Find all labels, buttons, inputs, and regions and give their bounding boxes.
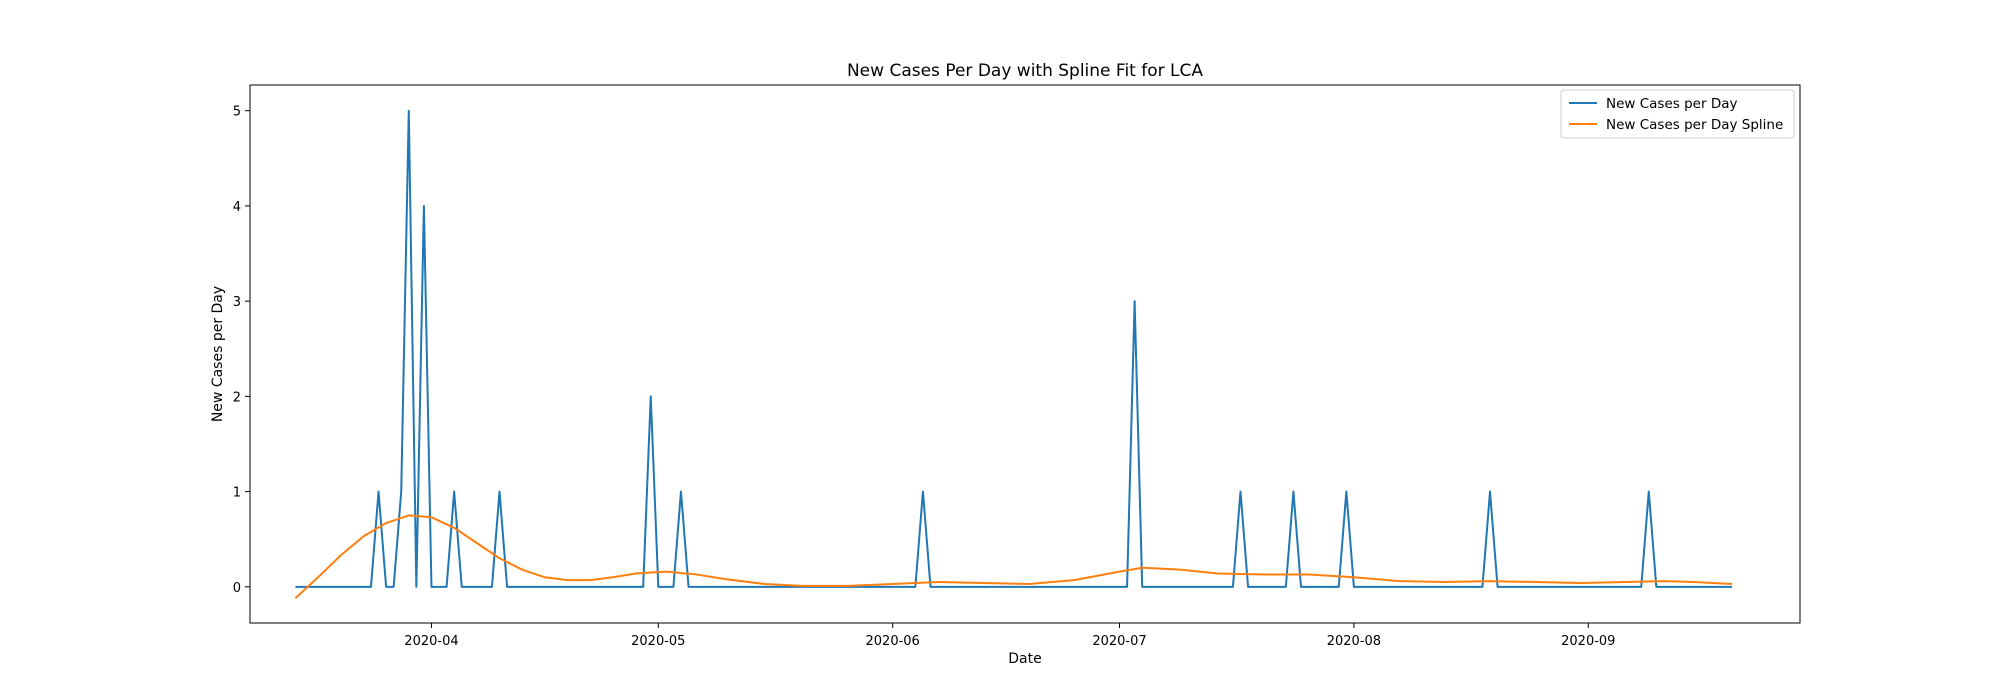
x-tick-label: 2020-09	[1561, 634, 1615, 649]
x-tick-label: 2020-07	[1092, 634, 1146, 649]
y-tick-label: 1	[233, 486, 241, 501]
legend-label-cases: New Cases per Day	[1606, 96, 1737, 112]
legend: New Cases per Day New Cases per Day Spli…	[1560, 89, 1795, 139]
y-tick-label: 2	[233, 390, 241, 405]
plot-area	[249, 84, 1801, 624]
y-tick-label: 0	[233, 581, 241, 596]
x-tick-label: 2020-04	[404, 634, 458, 649]
y-axis-label: New Cases per Day	[210, 286, 226, 422]
legend-box	[1560, 89, 1795, 139]
y-tick-label: 5	[233, 105, 241, 120]
x-tick-label: 2020-08	[1327, 634, 1381, 649]
series-layer	[294, 109, 1733, 599]
x-axis: 2020-04 2020-05 2020-06 2020-07 2020-08 2020-…	[404, 623, 1615, 649]
x-tick-label: 2020-06	[866, 634, 920, 649]
x-axis-label: Date	[1008, 651, 1041, 667]
legend-label-spline: New Cases per Day Spline	[1606, 117, 1783, 133]
chart-title: New Cases Per Day with Spline Fit for LC…	[847, 61, 1203, 81]
y-tick-label: 4	[233, 200, 241, 215]
series-line-spline	[294, 514, 1733, 599]
y-tick-label: 3	[233, 295, 241, 310]
plot-frame	[249, 84, 1801, 624]
x-tick-label: 2020-05	[631, 634, 685, 649]
y-axis: 0 1 2 3 4 5	[233, 105, 250, 596]
